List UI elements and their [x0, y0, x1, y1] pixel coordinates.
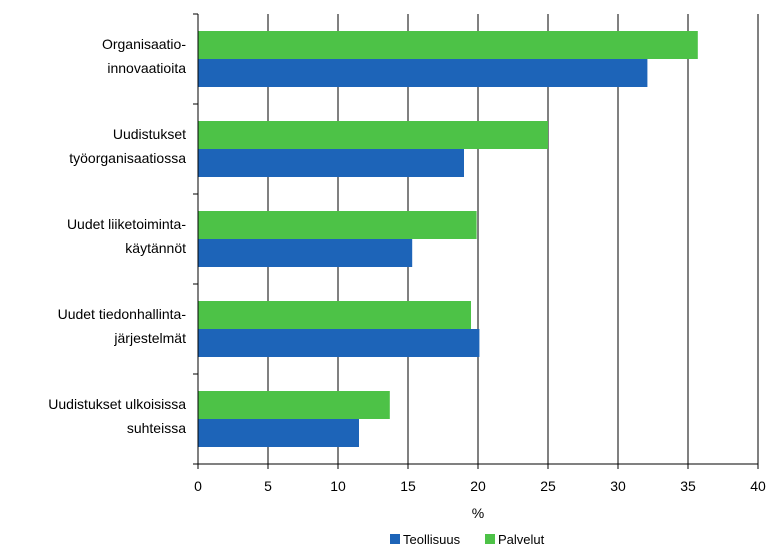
legend-label-teollisuus: Teollisuus [403, 532, 461, 547]
bar-palvelut-1 [198, 121, 548, 149]
x-tick-label: 35 [680, 478, 696, 494]
bar-teollisuus-4 [198, 419, 359, 447]
x-tick-labels: 0 5 10 15 20 25 30 35 40 [194, 478, 766, 494]
bar-palvelut-3 [198, 301, 471, 329]
bar-palvelut-0 [198, 31, 698, 59]
bar-teollisuus-1 [198, 149, 464, 177]
legend-label-palvelut: Palvelut [498, 532, 545, 547]
x-tick-label: 20 [470, 478, 486, 494]
x-tick-label: 0 [194, 478, 202, 494]
category-label: Uudistukset ulkoisissa suhteissa [48, 396, 186, 436]
bar-teollisuus-0 [198, 59, 648, 87]
x-tick-label: 15 [400, 478, 416, 494]
category-label: Uudistukset työorganisaatiossa [69, 126, 186, 166]
legend-swatch-palvelut [485, 534, 495, 544]
x-tick-label: 40 [750, 478, 766, 494]
x-axis-title: % [472, 505, 484, 521]
x-tick-label: 5 [264, 478, 272, 494]
bars [198, 31, 698, 447]
category-label: Uudet tiedonhallinta-järjestelmät [58, 306, 187, 346]
legend: Teollisuus Palvelut [390, 532, 545, 547]
axes [193, 13, 759, 469]
bar-palvelut-2 [198, 211, 477, 239]
legend-swatch-teollisuus [390, 534, 400, 544]
x-tick-label: 10 [330, 478, 346, 494]
bar-palvelut-4 [198, 391, 390, 419]
category-label: Organisaatio-innovaatioita [102, 36, 186, 76]
x-tick-label: 25 [540, 478, 556, 494]
bar-teollisuus-3 [198, 329, 480, 357]
x-tick-label: 30 [610, 478, 626, 494]
category-labels: Organisaatio-innovaatioita Uudistukset työ… [48, 36, 186, 436]
bar-teollisuus-2 [198, 239, 413, 267]
category-label: Uudet liiketoiminta-käytännöt [67, 216, 186, 256]
